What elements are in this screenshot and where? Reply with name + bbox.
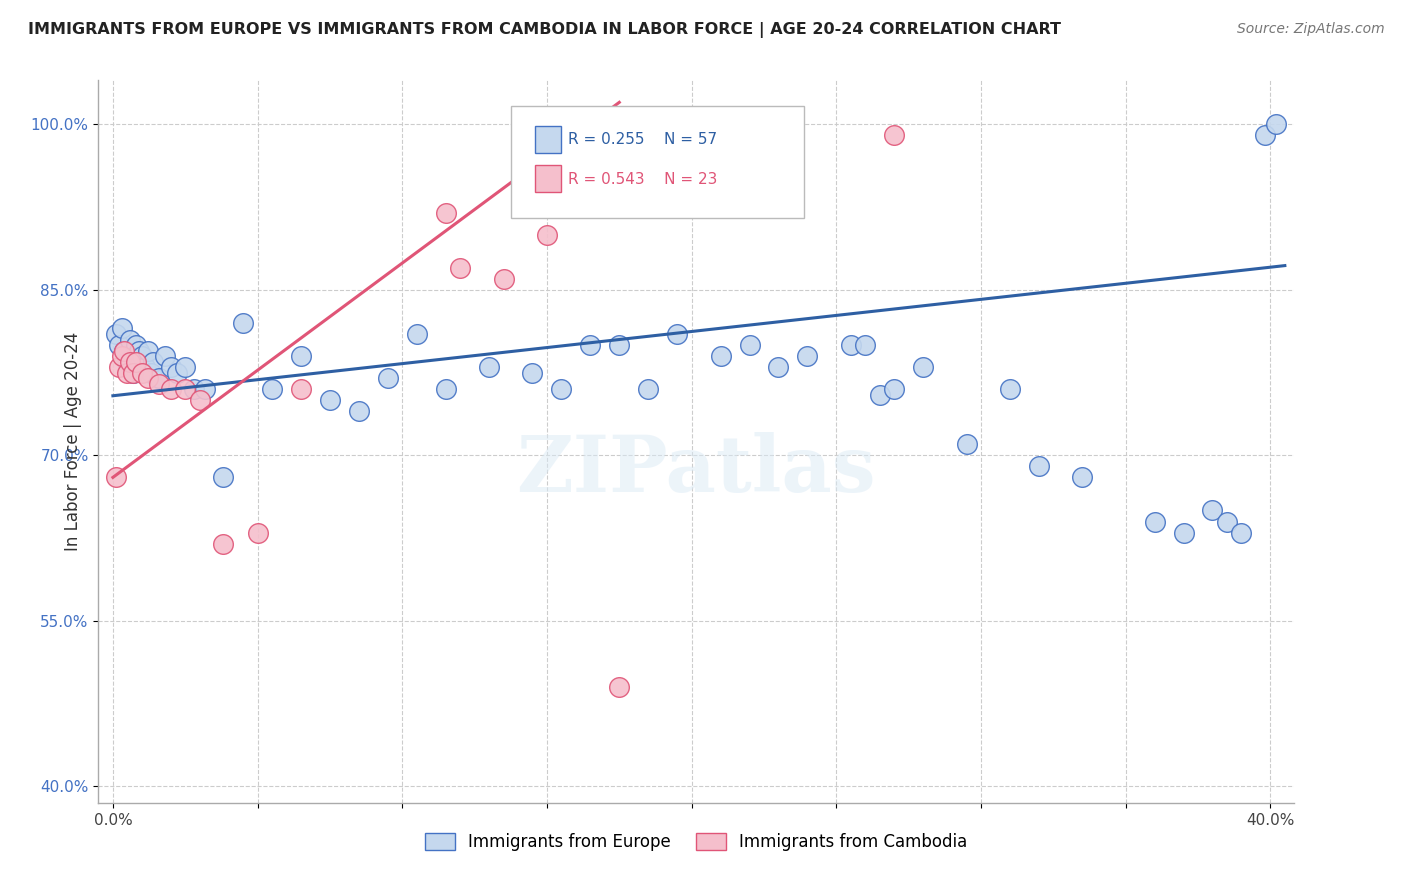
Point <box>290 349 312 363</box>
Point <box>290 382 312 396</box>
Point <box>434 205 457 219</box>
Point <box>478 360 501 375</box>
Point <box>1216 515 1239 529</box>
Point <box>134 360 156 375</box>
Point <box>131 366 153 380</box>
Point <box>159 360 181 375</box>
Bar <box>534 165 561 193</box>
Point <box>246 525 269 540</box>
Point <box>148 371 170 385</box>
Point <box>998 382 1021 396</box>
Point <box>883 382 905 396</box>
Point <box>125 338 148 352</box>
Point <box>839 338 862 352</box>
Point <box>796 349 818 363</box>
Point <box>405 326 427 341</box>
Point <box>377 371 399 385</box>
Point <box>883 128 905 143</box>
Point <box>159 382 181 396</box>
Point <box>607 680 630 694</box>
Point <box>114 343 136 358</box>
Point <box>536 227 558 242</box>
Point <box>142 354 165 368</box>
Point <box>232 316 254 330</box>
Point <box>211 536 233 550</box>
Point <box>114 343 136 358</box>
Point <box>104 470 127 484</box>
Point <box>139 366 162 380</box>
Point <box>183 382 205 396</box>
Point <box>120 354 142 368</box>
Point <box>492 272 515 286</box>
Text: IMMIGRANTS FROM EUROPE VS IMMIGRANTS FROM CAMBODIA IN LABOR FORCE | AGE 20-24 CO: IMMIGRANTS FROM EUROPE VS IMMIGRANTS FRO… <box>28 22 1062 38</box>
Point <box>128 343 150 358</box>
Point <box>853 338 876 352</box>
Point <box>117 354 139 368</box>
Point <box>1253 128 1275 143</box>
Text: ZIPatlas: ZIPatlas <box>516 433 876 508</box>
Point <box>136 343 159 358</box>
Point <box>912 360 935 375</box>
Point <box>666 326 689 341</box>
Point <box>188 393 211 408</box>
Point <box>125 354 148 368</box>
Point <box>110 321 132 335</box>
Point <box>194 382 217 396</box>
FancyBboxPatch shape <box>510 105 804 218</box>
Point <box>319 393 342 408</box>
Point <box>260 382 283 396</box>
Point <box>768 360 790 375</box>
Point <box>211 470 233 484</box>
Point <box>434 382 457 396</box>
Text: R = 0.543    N = 23: R = 0.543 N = 23 <box>568 172 717 186</box>
Point <box>579 338 602 352</box>
Point <box>153 349 176 363</box>
Point <box>607 338 630 352</box>
Point <box>550 382 572 396</box>
Point <box>637 382 659 396</box>
Text: Source: ZipAtlas.com: Source: ZipAtlas.com <box>1237 22 1385 37</box>
Point <box>449 260 471 275</box>
Y-axis label: In Labor Force | Age 20-24: In Labor Force | Age 20-24 <box>63 332 82 551</box>
Point <box>1028 459 1050 474</box>
Point <box>122 366 145 380</box>
Point <box>1265 117 1288 131</box>
Point <box>136 371 159 385</box>
Point <box>122 366 145 380</box>
Point <box>174 360 197 375</box>
Point <box>522 366 544 380</box>
Point <box>110 349 132 363</box>
Point <box>104 326 127 341</box>
Legend: Immigrants from Europe, Immigrants from Cambodia: Immigrants from Europe, Immigrants from … <box>416 825 976 860</box>
Point <box>955 437 977 451</box>
Point <box>709 349 731 363</box>
Point <box>174 382 197 396</box>
Point <box>738 338 761 352</box>
Point <box>1143 515 1166 529</box>
Point <box>1201 503 1223 517</box>
Point <box>1230 525 1253 540</box>
Point <box>1173 525 1195 540</box>
Point <box>131 349 153 363</box>
Bar <box>534 126 561 153</box>
Point <box>1071 470 1094 484</box>
Point <box>166 366 188 380</box>
Point <box>120 333 142 347</box>
Point <box>117 366 139 380</box>
Point <box>347 404 370 418</box>
Point <box>869 387 891 401</box>
Point <box>148 376 170 391</box>
Point <box>107 360 129 375</box>
Point <box>107 338 129 352</box>
Text: R = 0.255    N = 57: R = 0.255 N = 57 <box>568 132 717 147</box>
